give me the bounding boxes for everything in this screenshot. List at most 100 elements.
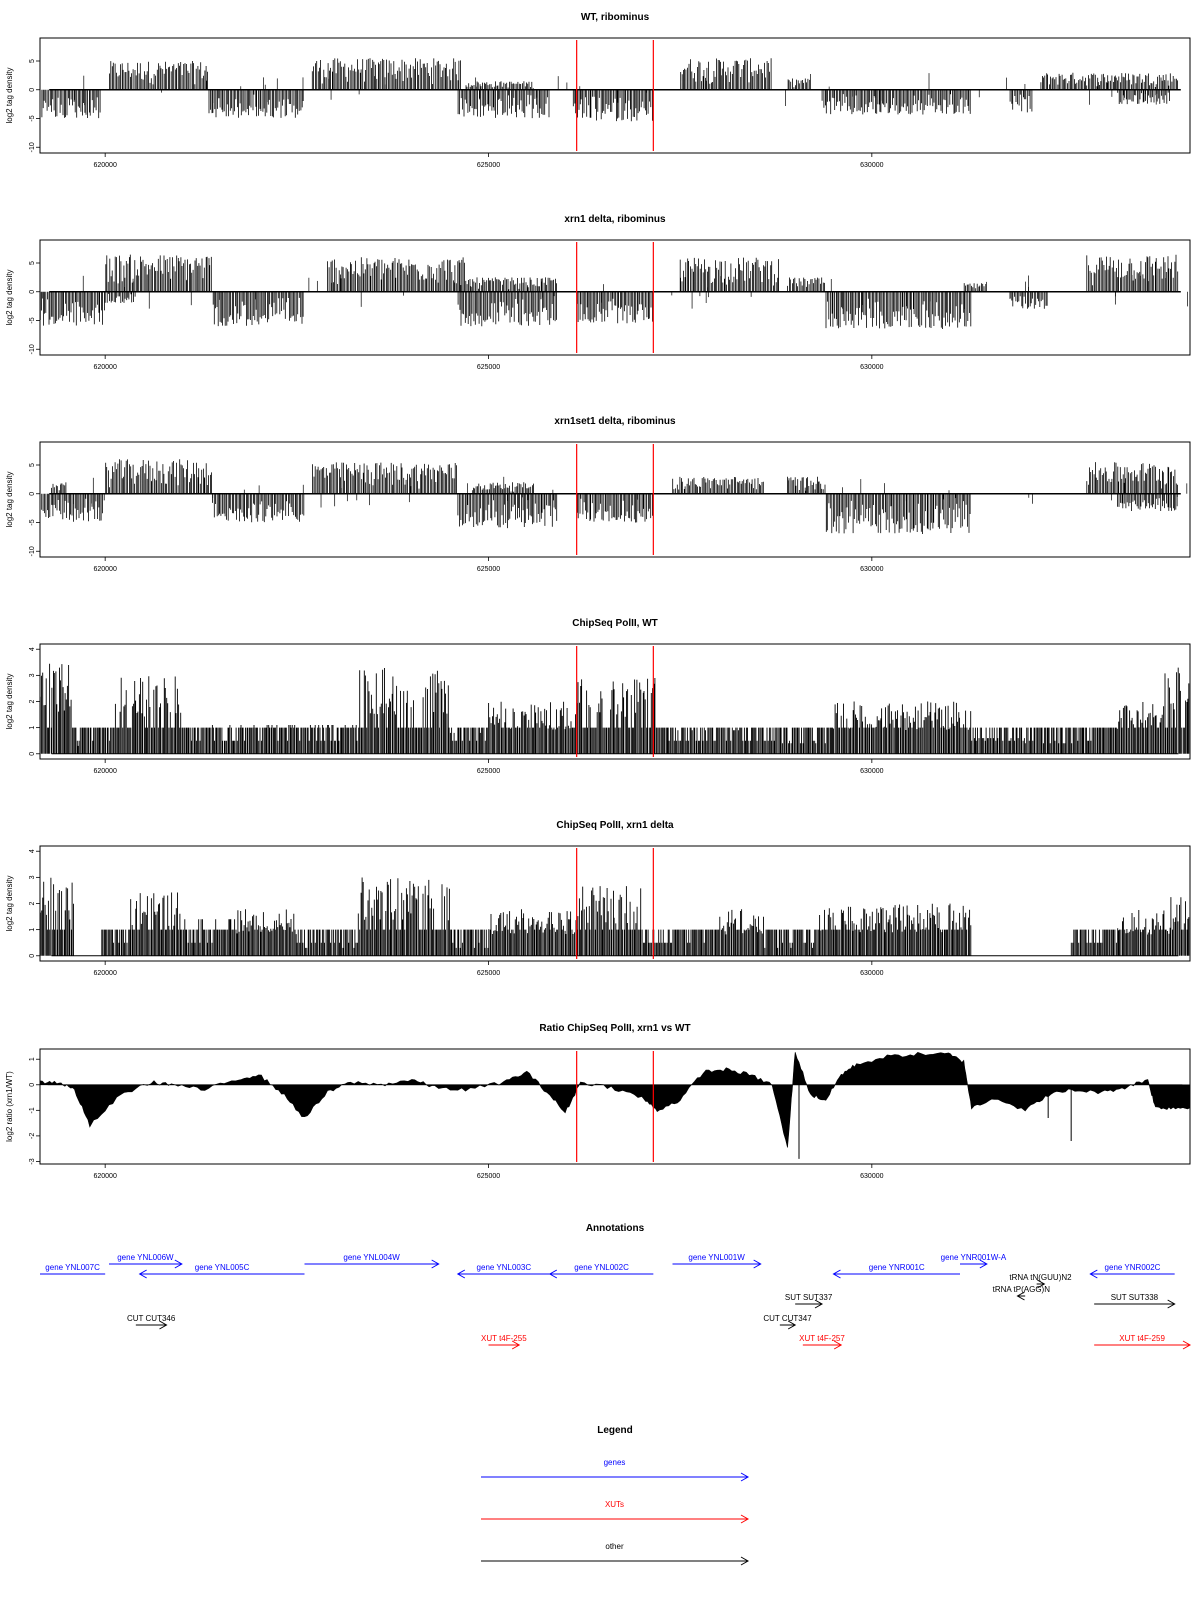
data-bar-cluster [212, 291, 304, 327]
x-tick-label: 625000 [477, 768, 500, 775]
chart-panel-3: xrn1set1 delta, ribominus -10 -5 0 5 log2 tag… [5, 416, 1191, 573]
feature-label: gene YNL007C [45, 1263, 100, 1272]
y-tick-label: -3 [29, 1158, 36, 1164]
data-bar-cluster [181, 725, 358, 754]
chart-panel-4: ChipSeq PolII, WT 0 1 2 3 4 log2 tag density 62… [5, 618, 1191, 775]
data-bar-cluster [208, 89, 304, 118]
feature-arrow-head [431, 1259, 440, 1269]
data-bar-cluster [112, 676, 182, 754]
data-bar-cluster [39, 877, 74, 956]
y-tick-label: 2 [29, 901, 36, 905]
data-bar-cluster [39, 663, 75, 754]
y-tick-label: 2 [29, 699, 36, 703]
data-bar-cluster [963, 283, 987, 292]
data-bar-cluster [1009, 89, 1033, 113]
x-tick-label: 620000 [93, 364, 116, 371]
annotation-feature: gene YNR001C [832, 1263, 960, 1279]
data-bar-cluster [101, 929, 128, 956]
y-tick-label: -1 [29, 1107, 36, 1113]
y-tick-label: 1 [29, 928, 36, 932]
feature-label: gene YNL006W [117, 1253, 174, 1262]
data-bar-cluster [1117, 493, 1178, 511]
data-bar-cluster [680, 58, 772, 90]
data-bar-cluster [39, 291, 105, 326]
y-tick-label: 1 [29, 726, 36, 730]
y-tick-label: 5 [29, 59, 36, 63]
data-bar-cluster [718, 909, 764, 956]
y-tick-label: 0 [29, 88, 36, 92]
feature-label: gene YNL001W [688, 1253, 745, 1262]
data-bar-cluster [821, 89, 971, 115]
legend-item: genes [481, 1458, 750, 1482]
feature-label: gene YNL004W [343, 1253, 400, 1262]
x-tick-label: 630000 [860, 162, 883, 169]
data-bar-cluster [672, 929, 719, 956]
data-bars [39, 1051, 1191, 1159]
data-bar-cluster [457, 89, 550, 119]
feature-arrow-head [1089, 1269, 1098, 1279]
data-bar-cluster [787, 277, 825, 292]
annotation-feature: gene YNL004W [304, 1253, 440, 1269]
data-bar-cluster [971, 727, 1025, 754]
data-bar-cluster [825, 291, 972, 329]
data-bars [39, 877, 1190, 956]
legend-item: other [481, 1542, 750, 1566]
y-axis-label: log2 ratio (xrn1/WT) [5, 1071, 14, 1142]
legend-label: XUTs [605, 1500, 624, 1509]
data-bar-cluster [764, 929, 818, 956]
feature-label: SUT SUT337 [785, 1293, 833, 1302]
feature-label: XUT t4F-257 [799, 1334, 845, 1343]
feature-arrow-head [456, 1269, 466, 1279]
data-bar-cluster [450, 929, 489, 956]
legend-arrow-head [740, 1556, 750, 1566]
y-tick-label: 4 [29, 849, 36, 853]
legend-title: Legend [597, 1425, 633, 1436]
data-bar-cluster [296, 929, 358, 956]
data-bar-cluster [235, 909, 297, 956]
y-tick-label: 4 [29, 647, 36, 651]
data-bar-cluster [576, 678, 657, 754]
data-bar-cluster [449, 727, 488, 754]
annotation-feature: XUT t4F-257 [799, 1334, 845, 1350]
y-tick-label: 3 [29, 875, 36, 879]
data-bar-cluster [327, 257, 465, 292]
annotation-feature: gene YNL003C [456, 1263, 550, 1279]
y-tick-label: 5 [29, 463, 36, 467]
y-tick-label: 0 [29, 290, 36, 294]
feature-arrow-head [1167, 1299, 1176, 1309]
feature-label: XUT t4F-259 [1119, 1334, 1165, 1343]
annotation-feature: SUT SUT338 [1094, 1293, 1176, 1309]
data-bar-cluster [457, 291, 557, 327]
chart-title: WT, ribominus [581, 12, 650, 23]
y-tick-label: -5 [29, 519, 36, 525]
data-bar-cluster [833, 701, 895, 754]
feature-arrow-head [1037, 1279, 1046, 1289]
annotation-feature: XUT t4F-259 [1094, 1334, 1192, 1350]
annotation-feature: SUT SUT337 [785, 1293, 833, 1309]
data-bar-cluster [74, 727, 86, 754]
data-bar-cluster [779, 727, 833, 754]
data-bar-cluster [909, 903, 972, 956]
x-tick-label: 630000 [860, 566, 883, 573]
annotation-feature: tRNA tN(GUU)N2 [1009, 1273, 1072, 1289]
x-tick-label: 630000 [860, 970, 883, 977]
x-tick-label: 625000 [477, 364, 500, 371]
data-bar-cluster [1117, 89, 1170, 105]
feature-label: gene YNR001W-A [941, 1253, 1007, 1262]
feature-label: gene YNL005C [195, 1263, 250, 1272]
chart-panel-5: ChipSeq PolII, xrn1 delta 0 1 2 3 4 log2 tag d… [5, 820, 1191, 977]
y-tick-label: 5 [29, 261, 36, 265]
x-tick-label: 620000 [93, 162, 116, 169]
feature-arrow-head [1016, 1291, 1025, 1301]
x-tick-label: 625000 [477, 162, 500, 169]
y-tick-label: 1 [29, 1057, 36, 1061]
feature-arrow-head [1182, 1340, 1192, 1350]
annotation-feature: gene YNR002C [1089, 1263, 1175, 1279]
feature-label: gene YNL002C [574, 1263, 629, 1272]
y-tick-label: -5 [29, 317, 36, 323]
y-tick-label: -10 [29, 546, 36, 556]
data-bars [39, 663, 1190, 754]
annotations-title: Annotations [586, 1223, 645, 1234]
feature-arrow-head [138, 1269, 147, 1279]
feature-arrow-head [833, 1340, 843, 1350]
